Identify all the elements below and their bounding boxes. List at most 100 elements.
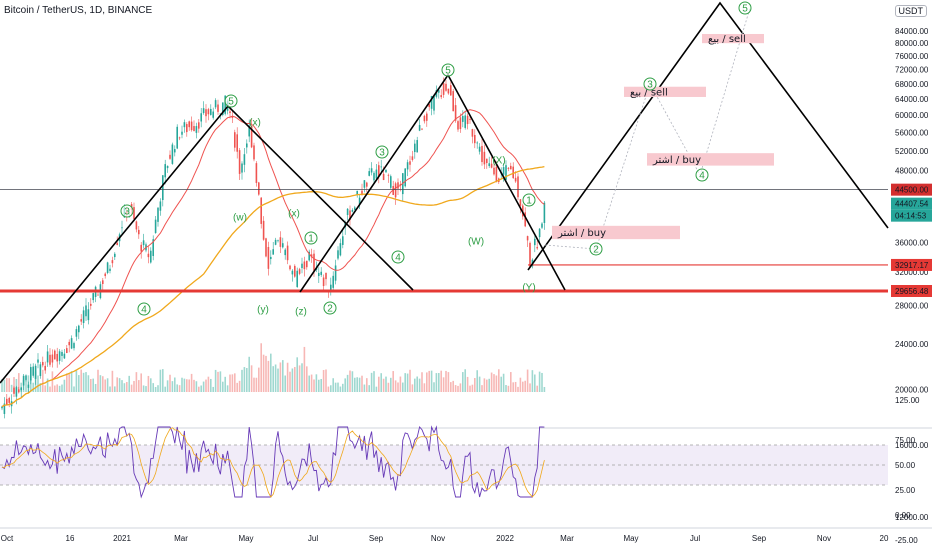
candle-body [510,165,512,170]
wave-circle [391,250,405,264]
volume-bar [308,375,310,392]
candle-body [32,366,34,376]
volume-bar [255,377,258,392]
volume-bar [380,373,382,392]
volume-bar [169,374,171,392]
volume-bar [154,386,157,392]
volume-bar [277,368,279,392]
wave-label: 5 [742,4,748,15]
trade-zone [552,225,680,240]
rsi-line [1,425,545,499]
volume-bar [73,386,75,392]
volume-bar [346,374,349,392]
candle-body [375,169,378,179]
time-tick-label: Mar [174,534,188,543]
volume-bar [289,371,291,392]
wave-circle [137,302,151,316]
candle-body [210,108,212,115]
volume-bar [284,375,286,392]
candle-body [54,350,56,360]
volume-bar [370,372,373,392]
candle-body [188,121,190,128]
volume-bar [171,381,174,392]
candle-body [447,88,450,94]
candle-body [450,85,452,96]
ma-slow-line [1,165,545,408]
volume-bar [385,376,387,392]
volume-bar [354,377,356,392]
volume-bar [476,370,478,392]
volume-bar [526,369,529,392]
candle-body [418,125,421,131]
volume-bar [478,376,481,392]
volume-bar [186,379,188,392]
volume-bar [536,385,538,392]
volume-bar [92,378,94,392]
volume-bar [159,369,162,392]
volume-bar [452,380,454,392]
candle-body [538,228,541,238]
volume-bar [260,343,262,392]
price-tick-label: 64000.00 [895,95,929,104]
price-tick-label: 24000.00 [895,340,929,349]
candle-body [3,403,6,414]
volume-bar [517,386,519,392]
candle-body [154,219,157,234]
volume-bar [80,369,82,392]
price-tick-label: 36000.00 [895,239,929,248]
volume-bar [70,371,73,392]
candle-body [183,122,186,128]
volume-bar [529,383,531,392]
volume-bar [450,382,452,392]
currency-button[interactable]: USDT [894,5,927,17]
candle-body [229,111,231,114]
wave-label: (y) [257,305,269,316]
volume-bar [118,378,121,392]
price-tag-bg [891,258,932,271]
wave-circle [323,301,337,315]
candle-body [471,129,474,137]
time-tick-label: 20 [880,534,889,543]
candle-body [404,168,406,187]
candle-body [282,243,284,248]
volume-bar [514,381,517,392]
candle-body [517,176,519,198]
volume-bar [133,380,135,392]
candle-body [543,202,546,223]
candle-body [121,227,123,229]
volume-bar [286,362,289,392]
wave-circle [120,204,134,218]
volume-bar [397,382,399,392]
time-tick-label: May [623,534,638,543]
volume-bar [332,378,334,392]
candle-body [133,207,135,219]
drawings[interactable]: بيع / sell بيع / sell اشتر / buy اشتر / buy [0,1,889,384]
candle-body [337,250,339,259]
candle-body [462,115,464,122]
price-tick-label: 16000.00 [895,441,929,450]
candle-body [109,268,111,271]
volume-bar [531,370,534,392]
candle-body [195,126,198,133]
volume-bar [349,370,351,392]
volume-bar [224,376,226,392]
volume-bar [279,362,282,392]
rsi-tick-label: 50.00 [895,461,916,470]
volume-bar [373,371,375,392]
volume-bar [445,370,447,392]
candle-body [253,145,255,160]
volume-bar [193,379,195,392]
price-tick-label: 84000.00 [895,27,929,36]
volume-bar [166,380,169,392]
volume-bar [262,354,265,392]
volume-bar [82,372,85,392]
volume-bar [322,370,325,392]
price-tag-bg [891,285,932,297]
volume-bar [414,378,416,392]
wave-circle [643,77,657,91]
volume-bar [274,364,277,392]
volume-bar [543,386,546,392]
candle-body [332,275,334,288]
volume-bar [358,377,361,392]
